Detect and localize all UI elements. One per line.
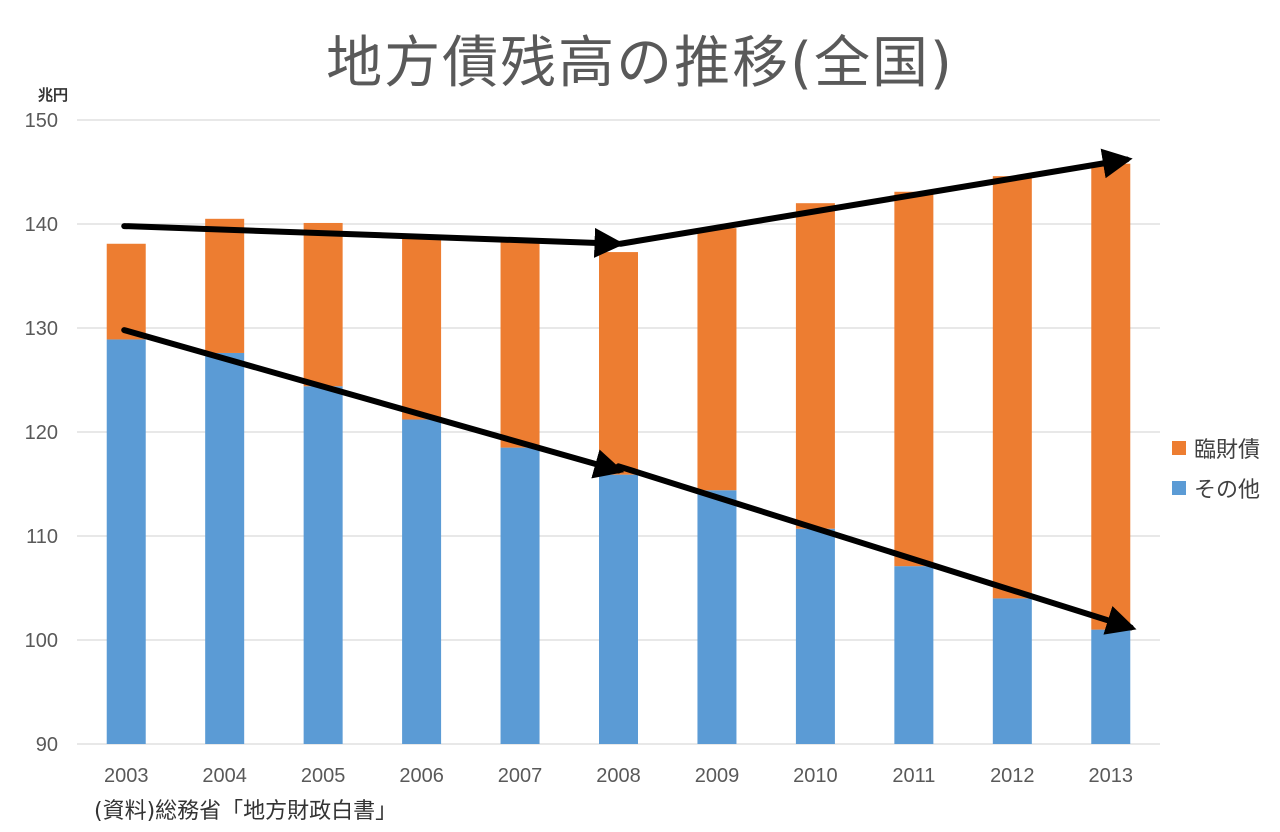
bar-rinzaisai-2009 bbox=[697, 228, 737, 491]
source-note: (資料)総務省「地方財政白書」 bbox=[94, 799, 398, 824]
y-tick-label: 140 bbox=[25, 214, 58, 236]
bar-rinzaisai-2010 bbox=[795, 203, 835, 529]
trend-arrow bbox=[121, 327, 625, 479]
bar-sonota-2005 bbox=[303, 386, 343, 744]
y-tick-label: 150 bbox=[25, 110, 58, 132]
x-tick-label: 2012 bbox=[990, 765, 1035, 787]
legend-swatch-rinzaisai bbox=[1172, 441, 1186, 455]
x-axis-ticks: 2003 2004 2005 2006 2007 2008 2009 2010 2011 2012… bbox=[104, 765, 1133, 787]
bars bbox=[106, 163, 1131, 744]
legend-item-rinzaisai: 臨財債 bbox=[1172, 428, 1260, 468]
x-tick-label: 2005 bbox=[301, 765, 346, 787]
y-tick-label: 130 bbox=[25, 318, 58, 340]
bar-sonota-2013 bbox=[1091, 629, 1131, 744]
bar-rinzaisai-2003 bbox=[106, 243, 146, 340]
legend: 臨財債 その他 bbox=[1172, 428, 1260, 508]
bar-rinzaisai-2012 bbox=[992, 176, 1032, 599]
y-tick-label: 120 bbox=[25, 422, 58, 444]
y-tick-label: 90 bbox=[36, 734, 58, 756]
trend-arrow bbox=[615, 463, 1137, 635]
x-tick-label: 2006 bbox=[399, 765, 444, 787]
legend-swatch-sonota bbox=[1172, 481, 1186, 495]
y-tick-label: 110 bbox=[26, 526, 58, 548]
trend-arrow bbox=[617, 148, 1133, 247]
x-tick-label: 2013 bbox=[1089, 765, 1134, 787]
bar-rinzaisai-2011 bbox=[894, 191, 934, 567]
bar-rinzaisai-2007 bbox=[500, 240, 540, 448]
x-tick-label: 2009 bbox=[695, 765, 740, 787]
y-axis-unit-label: 兆円 bbox=[38, 86, 69, 104]
y-axis-ticks: 90 100 110 120 130 140 150 bbox=[25, 110, 58, 756]
bar-sonota-2007 bbox=[500, 447, 540, 744]
bar-sonota-2004 bbox=[205, 352, 245, 744]
bar-sonota-2008 bbox=[599, 474, 638, 744]
bar-sonota-2010 bbox=[795, 528, 835, 744]
x-tick-label: 2003 bbox=[104, 765, 149, 787]
bar-rinzaisai-2013 bbox=[1091, 163, 1131, 630]
y-tick-label: 100 bbox=[25, 630, 58, 652]
bar-sonota-2006 bbox=[402, 419, 442, 744]
bar-sonota-2012 bbox=[992, 598, 1032, 744]
bar-rinzaisai-2004 bbox=[205, 218, 245, 353]
x-tick-label: 2011 bbox=[892, 765, 935, 787]
legend-label-sonota: その他 bbox=[1194, 478, 1261, 503]
x-tick-label: 2008 bbox=[596, 765, 641, 787]
bar-sonota-2009 bbox=[697, 490, 737, 744]
chart-title: 地方債残高の推移(全国) bbox=[326, 31, 954, 96]
bar-sonota-2011 bbox=[894, 566, 934, 744]
bar-rinzaisai-2005 bbox=[303, 222, 343, 387]
x-tick-label: 2007 bbox=[498, 765, 543, 787]
legend-label-rinzaisai: 臨財債 bbox=[1194, 438, 1261, 463]
bar-sonota-2003 bbox=[106, 339, 146, 744]
bar-rinzaisai-2008 bbox=[599, 252, 638, 475]
legend-item-sonota: その他 bbox=[1172, 468, 1260, 508]
trend-arrow bbox=[121, 223, 625, 258]
bar-rinzaisai-2006 bbox=[402, 238, 442, 420]
x-tick-label: 2004 bbox=[202, 765, 247, 787]
x-tick-label: 2010 bbox=[793, 765, 838, 787]
trend-arrows bbox=[121, 148, 1137, 635]
